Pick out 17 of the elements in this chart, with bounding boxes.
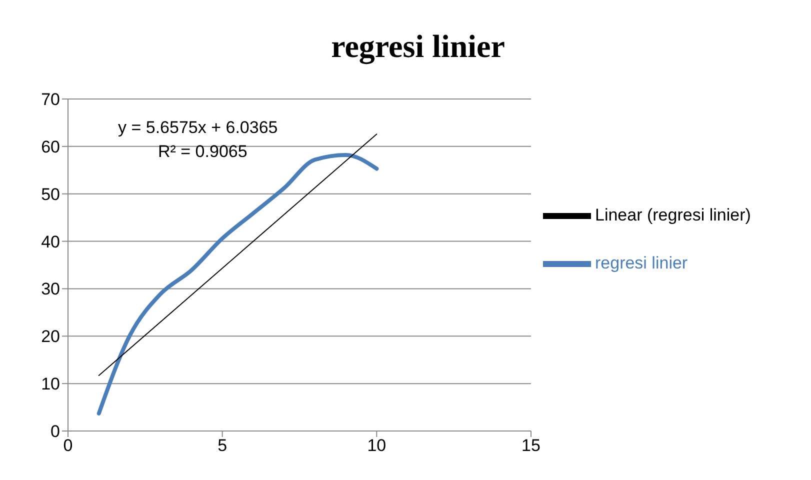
x-tick-label: 0 bbox=[63, 436, 73, 456]
x-tick-label: 10 bbox=[367, 436, 386, 456]
x-tick-label: 5 bbox=[218, 436, 228, 456]
legend-label: Linear (regresi linier) bbox=[595, 205, 751, 224]
chart-title: regresi linier bbox=[330, 28, 506, 65]
annotation: y = 5.6575x + 6.0365 bbox=[118, 118, 278, 138]
x-tick-label: 15 bbox=[522, 436, 540, 456]
y-tick-label: 60 bbox=[41, 137, 60, 156]
annotation: R² = 0.9065 bbox=[158, 142, 248, 162]
y-tick-label: 70 bbox=[41, 90, 60, 110]
y-tick-label: 0 bbox=[50, 422, 60, 442]
y-tick-label: 40 bbox=[41, 232, 60, 252]
legend-label: regresi linier bbox=[595, 253, 688, 272]
y-tick-label: 10 bbox=[41, 374, 60, 394]
y-tick-label: 50 bbox=[41, 184, 60, 204]
y-tick-label: 30 bbox=[41, 280, 60, 299]
y-tick-label: 20 bbox=[41, 327, 60, 346]
